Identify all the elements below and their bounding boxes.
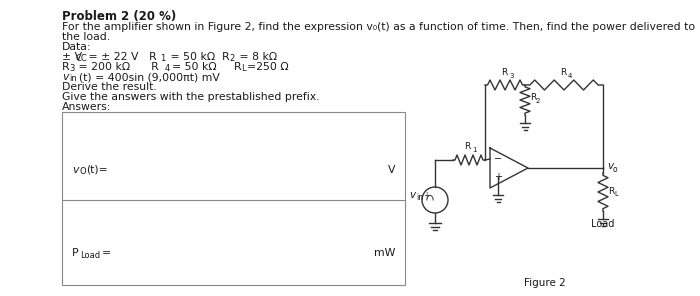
Text: (t)=: (t)= — [86, 165, 108, 175]
Text: Problem 2 (20 %): Problem 2 (20 %) — [62, 10, 176, 23]
Text: = 8 kΩ: = 8 kΩ — [236, 52, 277, 62]
Text: the load.: the load. — [62, 32, 110, 42]
Text: R: R — [501, 68, 507, 77]
Text: +: + — [423, 191, 429, 200]
Text: L: L — [241, 64, 246, 73]
Text: P: P — [72, 248, 78, 258]
Text: 2: 2 — [536, 98, 540, 104]
Text: 4: 4 — [568, 73, 573, 79]
Text: Load: Load — [80, 251, 100, 260]
Text: = 50 kΩ: = 50 kΩ — [167, 52, 215, 62]
Text: −: − — [494, 154, 502, 164]
Text: ± V: ± V — [62, 52, 82, 62]
Text: 2: 2 — [229, 54, 234, 63]
Text: 1: 1 — [160, 54, 165, 63]
Text: +: + — [494, 172, 502, 182]
Text: R: R — [464, 142, 470, 151]
Text: v: v — [607, 161, 613, 171]
Text: =: = — [102, 248, 111, 258]
Text: =250 Ω: =250 Ω — [247, 62, 288, 72]
Text: R: R — [560, 68, 566, 77]
Text: v: v — [62, 72, 69, 82]
Text: R: R — [234, 62, 241, 72]
Text: Derive the result.: Derive the result. — [62, 82, 157, 92]
Text: Data:: Data: — [62, 42, 92, 52]
Text: Give the answers with the prestablished prefix.: Give the answers with the prestablished … — [62, 92, 319, 102]
Text: R: R — [530, 94, 536, 102]
Text: Figure 2: Figure 2 — [524, 278, 566, 288]
Text: 1: 1 — [472, 147, 477, 153]
Text: 4: 4 — [165, 64, 170, 73]
Text: For the amplifier shown in Figure 2, find the expression v₀(t) as a function of : For the amplifier shown in Figure 2, fin… — [62, 22, 695, 32]
Text: R: R — [222, 52, 230, 62]
Text: = 200 kΩ      R: = 200 kΩ R — [75, 62, 159, 72]
Text: Answers:: Answers: — [62, 102, 111, 112]
Text: v: v — [409, 190, 415, 200]
Text: 3: 3 — [509, 73, 514, 79]
Text: L: L — [614, 191, 618, 197]
Text: o: o — [613, 165, 617, 173]
Text: V: V — [388, 165, 395, 175]
Text: R: R — [608, 187, 615, 197]
Text: v: v — [72, 165, 78, 175]
Text: = ± 22 V   R: = ± 22 V R — [85, 52, 157, 62]
Text: O: O — [79, 167, 85, 176]
Text: in: in — [416, 192, 423, 202]
Text: 3: 3 — [69, 64, 74, 73]
Text: = 50 kΩ: = 50 kΩ — [172, 62, 216, 72]
Text: (t) = 400sin (9,000πt) mV: (t) = 400sin (9,000πt) mV — [79, 72, 220, 82]
Bar — [62, 112, 405, 285]
Text: Load: Load — [592, 219, 615, 229]
Text: R: R — [62, 62, 69, 72]
Text: in: in — [69, 74, 77, 83]
Text: CC: CC — [75, 54, 87, 63]
Text: mW: mW — [374, 248, 395, 258]
